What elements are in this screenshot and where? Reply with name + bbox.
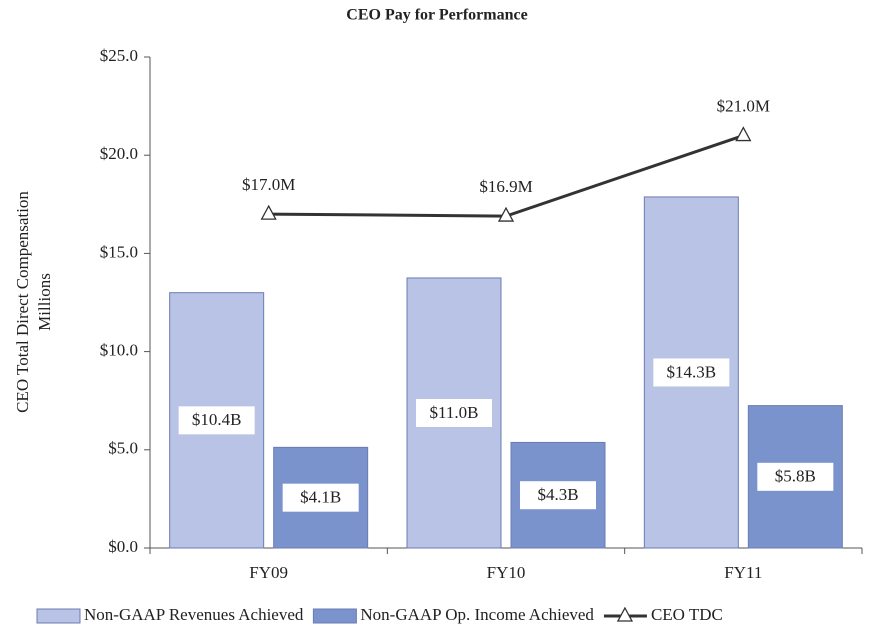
legend-label: Non-GAAP Op. Income Achieved: [360, 605, 594, 624]
line-marker: [735, 126, 752, 142]
y-axis-label: CEO Total Direct Compensation: [13, 191, 32, 413]
y-tick-label: $0.0: [108, 537, 138, 556]
data-label: $17.0M: [242, 175, 295, 194]
data-label: $4.1B: [300, 488, 341, 507]
data-label-box: [757, 462, 834, 491]
x-tick-label: FY09: [249, 563, 288, 582]
data-label-box: [416, 398, 492, 427]
y-tick-label: $5.0: [108, 439, 138, 458]
legend-label: CEO TDC: [651, 605, 723, 624]
legend-swatch: [36, 608, 81, 624]
data-label: $14.3B: [667, 362, 717, 381]
y-tick-label: $20.0: [100, 144, 138, 163]
x-tick-label: FY10: [487, 563, 526, 582]
line-marker: [497, 206, 515, 222]
data-label: $4.3B: [537, 485, 578, 504]
y-tick-label: $10.0: [100, 341, 138, 360]
data-label: $21.0M: [717, 96, 770, 115]
legend-swatch: [312, 608, 357, 624]
legend-label: Non-GAAP Revenues Achieved: [84, 605, 304, 624]
data-label: $11.0B: [430, 403, 479, 422]
line-marker: [260, 204, 277, 220]
data-label: $16.9M: [479, 177, 532, 196]
y-tick-label: $15.0: [100, 242, 138, 261]
data-label: $5.8B: [775, 467, 816, 486]
legend-marker: [616, 606, 634, 622]
data-label-box: [178, 406, 255, 435]
y-tick-label: $25.0: [100, 46, 138, 65]
y-axis-label: Millions: [35, 273, 54, 331]
data-label: $10.4B: [192, 410, 242, 429]
data-label-box: [520, 481, 596, 510]
data-label-box: [653, 358, 730, 387]
data-label-box: [282, 483, 359, 512]
x-tick-label: FY11: [724, 563, 762, 582]
chart-title: CEO Pay for Performance: [346, 7, 527, 24]
